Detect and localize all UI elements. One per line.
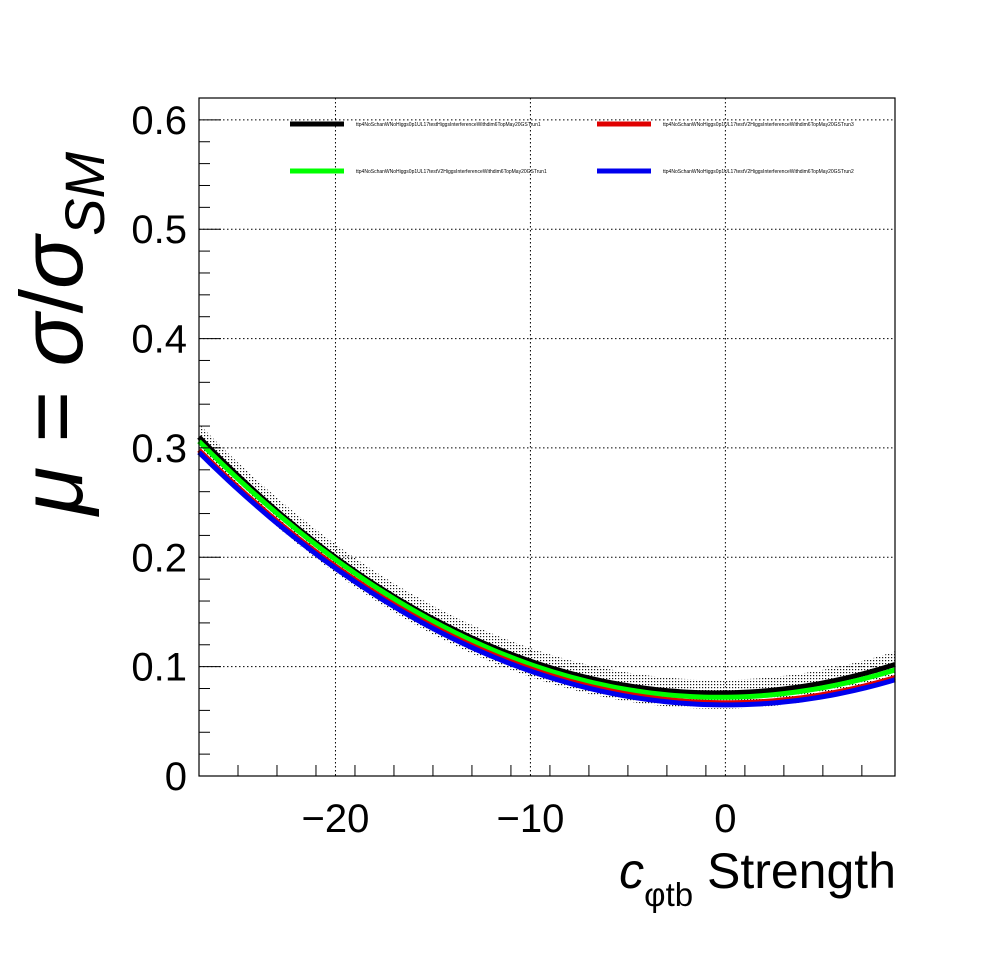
axis-ticks xyxy=(199,97,863,777)
x-tick-label: 0 xyxy=(714,797,736,841)
y-tick-label: 0.6 xyxy=(131,99,187,143)
y-tick-label: 0 xyxy=(165,755,187,799)
series-line-2 xyxy=(197,439,896,700)
x-tick-label: −20 xyxy=(302,797,370,841)
legend-label-0: ttp4NoSchanWNoHiggs0p1UL17testHiggsInter… xyxy=(356,122,541,128)
legend-label-2: ttp4NoSchanWNoHiggs0p1UL17testV2HiggsInt… xyxy=(356,169,547,175)
x-tick-label: −10 xyxy=(496,797,564,841)
x-axis-title: cφtb Strength xyxy=(619,843,896,913)
series-lines xyxy=(197,435,896,708)
series-line-3 xyxy=(197,450,896,708)
legend-label-1: ttp4NoSchanWNoHiggs0p1UL17testV2HiggsInt… xyxy=(663,122,854,128)
legend: ttp4NoSchanWNoHiggs0p1UL17testHiggsInter… xyxy=(290,121,854,175)
y-tick-label: 0.3 xyxy=(131,427,187,471)
plot-frame xyxy=(198,97,896,777)
y-tick-label: 0.4 xyxy=(131,318,187,362)
y-tick-label: 0.2 xyxy=(131,536,187,580)
axis-tick-labels: −20 −10 0 0 0.1 0.2 0.3 0.4 0.5 0.6 xyxy=(131,99,736,841)
y-axis-title: μ = σ/σSM xyxy=(2,152,116,517)
y-tick-label: 0.5 xyxy=(131,208,187,252)
y-tick-label: 0.1 xyxy=(131,646,187,690)
legend-label-3: ttp4NoSchanWNoHiggs0p1UL17testV2HiggsInt… xyxy=(663,169,854,175)
